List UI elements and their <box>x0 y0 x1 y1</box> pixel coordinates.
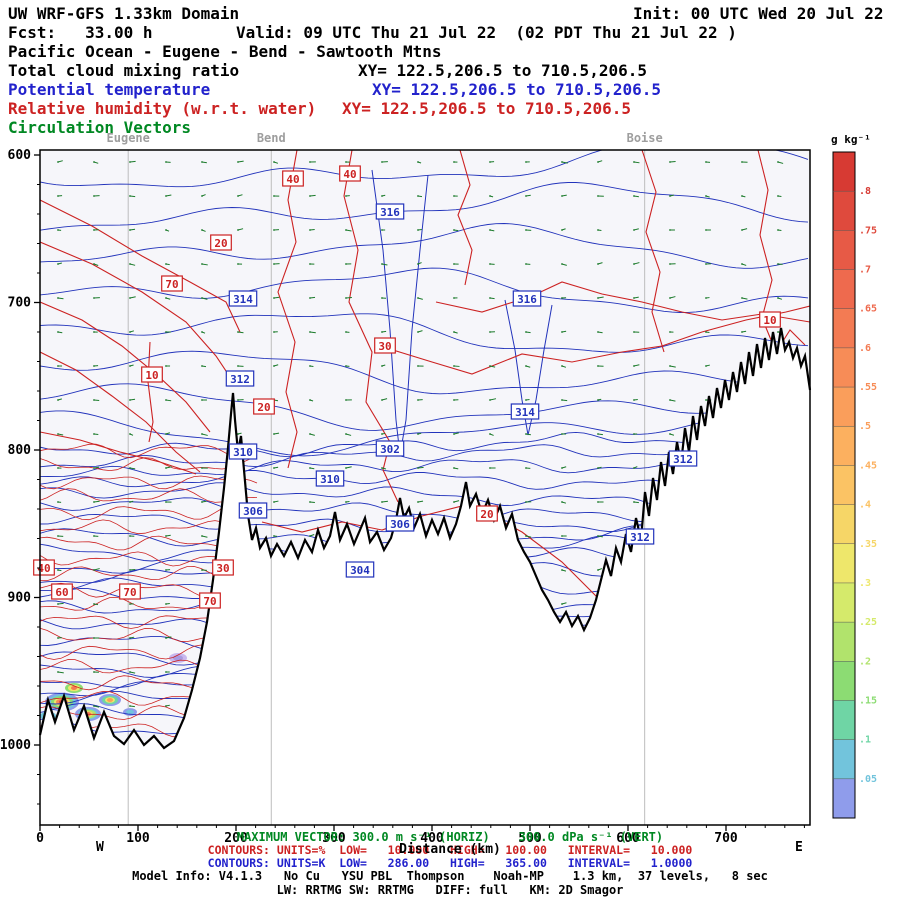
svg-text:302: 302 <box>380 443 400 456</box>
svg-text:312: 312 <box>630 531 650 544</box>
svg-text:Bend: Bend <box>257 131 286 145</box>
physics-info: LW: RRTMG SW: RRTMG DIFF: full KM: 2D Sm… <box>276 883 624 897</box>
svg-text:600: 600 <box>8 148 32 163</box>
svg-text:40: 40 <box>286 173 299 186</box>
svg-text:.7: .7 <box>859 265 871 276</box>
svg-text:.65: .65 <box>859 304 877 315</box>
svg-text:.5: .5 <box>859 421 871 432</box>
east-label: E <box>795 840 803 855</box>
svg-text:314: 314 <box>515 406 535 419</box>
svg-text:0: 0 <box>36 831 44 846</box>
route-title: Pacific Ocean - Eugene - Bend - Sawtooth… <box>8 42 442 61</box>
field-theta-xy: XY= 122.5,206.5 to 710.5,206.5 <box>372 80 661 99</box>
svg-text:200: 200 <box>224 831 248 846</box>
svg-text:g kg⁻¹: g kg⁻¹ <box>831 133 871 146</box>
field-rh-label: Relative humidity (w.r.t. water) <box>8 99 317 118</box>
svg-text:.75: .75 <box>859 225 877 236</box>
theta-contour-info: CONTOURS: UNITS=K LOW= 286.00 HIGH= 365.… <box>207 856 693 870</box>
svg-text:20: 20 <box>214 237 227 250</box>
svg-text:20: 20 <box>480 508 493 521</box>
svg-text:70: 70 <box>203 595 216 608</box>
svg-text:.25: .25 <box>859 617 877 628</box>
svg-text:.05: .05 <box>859 774 877 785</box>
svg-text:20: 20 <box>257 401 270 414</box>
svg-text:304: 304 <box>350 564 370 577</box>
svg-text:600: 600 <box>616 831 640 846</box>
svg-text:300: 300 <box>322 831 346 846</box>
svg-text:.45: .45 <box>859 460 877 471</box>
svg-text:306: 306 <box>243 505 263 518</box>
svg-text:60: 60 <box>55 586 68 599</box>
svg-text:30: 30 <box>378 340 391 353</box>
svg-text:70: 70 <box>165 278 178 291</box>
init-time: Init: 00 UTC Wed 20 Jul 22 <box>633 4 884 23</box>
svg-text:316: 316 <box>380 206 400 219</box>
svg-text:1000: 1000 <box>0 738 31 753</box>
svg-text:30: 30 <box>216 562 229 575</box>
svg-text:310: 310 <box>233 446 253 459</box>
model-info: Model Info: V4.1.3 No Cu YSU PBL Thompso… <box>132 869 768 883</box>
svg-text:306: 306 <box>390 518 410 531</box>
domain-title: UW WRF-GFS 1.33km Domain <box>8 4 240 23</box>
field-theta-label: Potential temperature <box>8 80 211 99</box>
svg-text:800: 800 <box>8 443 32 458</box>
svg-text:100: 100 <box>126 831 150 846</box>
svg-text:40: 40 <box>343 168 356 181</box>
svg-text:.1: .1 <box>859 735 871 746</box>
svg-text:.15: .15 <box>859 695 877 706</box>
svg-text:312: 312 <box>673 453 693 466</box>
svg-text:10: 10 <box>763 314 776 327</box>
svg-text:.35: .35 <box>859 539 877 550</box>
svg-text:70: 70 <box>123 586 136 599</box>
svg-text:700: 700 <box>714 831 738 846</box>
rh-contour-info: CONTOURS: UNITS=% LOW= 10.000 HIGH= 100.… <box>207 843 693 857</box>
svg-text:314: 314 <box>233 293 253 306</box>
field-cloud-xy: XY= 122.5,206.5 to 710.5,206.5 <box>358 61 647 80</box>
svg-text:Eugene: Eugene <box>107 131 150 145</box>
svg-text:10: 10 <box>145 369 158 382</box>
svg-text:.55: .55 <box>859 382 877 393</box>
x-axis-title: Distance (km) <box>399 842 501 857</box>
svg-text:.8: .8 <box>859 186 871 197</box>
field-vectors-label: Circulation Vectors <box>8 118 192 137</box>
valid-time: Valid: 09 UTC Thu 21 Jul 22 (02 PDT Thu … <box>236 23 737 42</box>
svg-text:700: 700 <box>8 296 32 311</box>
svg-text:.4: .4 <box>859 500 871 511</box>
svg-text:.2: .2 <box>859 656 871 667</box>
max-vector-info: MAXIMUM VECTOR: 300.0 m s⁻¹ (HORIZ) 300.… <box>236 830 664 844</box>
svg-text:400: 400 <box>420 831 444 846</box>
svg-text:900: 900 <box>8 591 32 606</box>
svg-text:316: 316 <box>517 293 537 306</box>
west-label: W <box>96 840 104 855</box>
forecast-hour: Fcst: 33.00 h <box>8 23 153 42</box>
svg-text:500: 500 <box>518 831 542 846</box>
svg-text:310: 310 <box>320 473 340 486</box>
svg-text:Boise: Boise <box>627 131 663 145</box>
svg-text:.6: .6 <box>859 343 871 354</box>
field-rh-xy: XY= 122.5,206.5 to 710.5,206.5 <box>342 99 631 118</box>
field-cloud-label: Total cloud mixing ratio <box>8 61 240 80</box>
svg-text:.3: .3 <box>859 578 871 589</box>
svg-text:312: 312 <box>230 373 250 386</box>
